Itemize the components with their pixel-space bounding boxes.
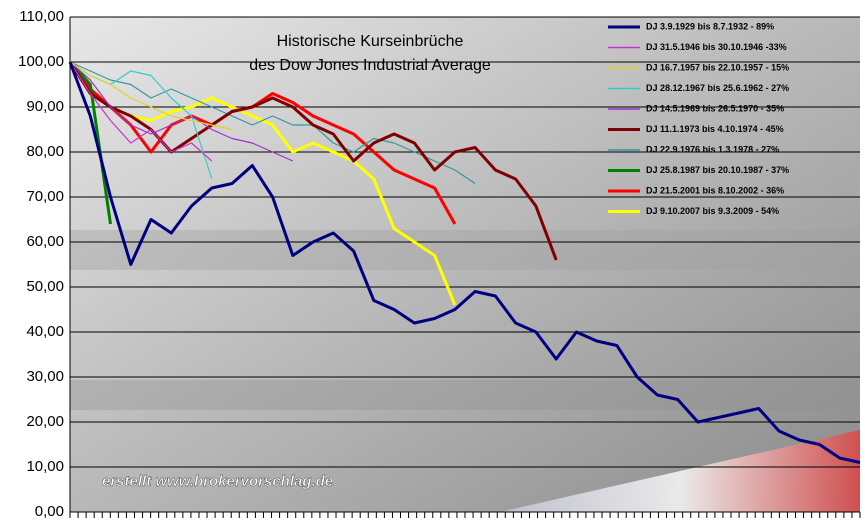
legend-label: DJ 25.8.1987 bis 20.10.1987 - 37% [646, 165, 789, 175]
series-line [69, 61, 476, 184]
series-line [69, 61, 233, 131]
series-line [69, 61, 213, 162]
plot-bg [70, 17, 860, 512]
y-tick-label: 70,00 [26, 188, 64, 205]
legend-label: DJ 21.5.2001 bis 8.10.2002 - 36% [646, 185, 784, 195]
chart-subtitle: des Dow Jones Industrial Average [249, 57, 491, 74]
legend-label: DJ 31.5.1946 bis 30.10.1946 -33% [646, 42, 787, 52]
cornice [70, 230, 860, 270]
y-tick-label: 90,00 [26, 98, 64, 115]
legend-label: DJ 16.7.1957 bis 22.10.1957 - 15% [646, 62, 789, 72]
y-tick-label: 20,00 [26, 413, 64, 430]
series-line [68, 60, 112, 225]
legend-label: DJ 9.10.2007 bis 9.3.2009 - 54% [646, 206, 779, 216]
frieze [70, 380, 860, 410]
legend-label: DJ 11.1.1973 bis 4.10.1974 - 45% [646, 124, 784, 134]
legend-label: DJ 22.9.1976 bis 1.3.1978 - 27% [646, 144, 779, 154]
y-tick-label: 60,00 [26, 233, 64, 250]
legend-label: DJ 14.5.1969 bis 26.5.1970 - 35% [646, 103, 784, 113]
y-tick-label: 110,00 [19, 8, 64, 25]
series-line [68, 61, 457, 225]
y-tick-label: 80,00 [26, 143, 64, 160]
chart-title: Historische Kurseinbrüche [277, 33, 464, 50]
y-tick-label: 100,00 [18, 53, 64, 70]
y-tick-label: 40,00 [26, 323, 64, 340]
y-tick-label: 50,00 [26, 278, 64, 295]
legend-label: DJ 3.9.1929 bis 8.7.1932 - 89% [646, 21, 774, 31]
credit: erstellt www.brokervorschlag.de [102, 473, 333, 490]
y-tick-label: 30,00 [26, 368, 64, 385]
series-line [69, 61, 294, 162]
series-line [68, 61, 861, 464]
legend-label: DJ 28.12.1967 bis 25.6.1962 - 27% [646, 83, 789, 93]
y-tick-label: 0,00 [35, 503, 64, 520]
y-tick-label: 10,00 [26, 458, 64, 475]
flag [500, 430, 860, 512]
